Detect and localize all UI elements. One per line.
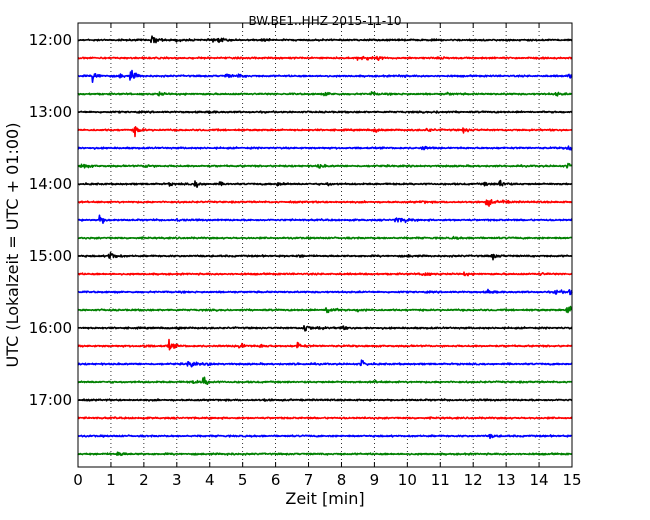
x-tick-label: 5 [238,471,248,489]
trace-1245 [77,91,573,97]
x-tick-label: 8 [337,471,347,489]
x-tick-label: 15 [562,471,581,489]
trace-1300 [77,110,573,115]
trace-1215 [77,55,573,62]
y-axis: 12:00 13:00 14:00 15:00 16:00 17:00 [29,31,83,409]
trace-1400 [77,179,573,188]
trace-1615 [77,338,573,351]
x-tick-label: 10 [398,471,417,489]
y-tick-label: 17:00 [29,391,72,409]
x-tick-label: 3 [172,471,182,489]
x-axis: 0 1 2 3 4 5 6 7 8 9 10 11 12 13 14 15 [73,23,582,489]
trace-1600 [77,324,573,332]
x-tick-label: 9 [370,471,380,489]
chart-title: BW.BE1..HHZ 2015-11-10 [248,14,401,28]
x-tick-label: 12 [464,471,483,489]
trace-1415 [77,199,573,207]
y-tick-label: 16:00 [29,319,72,337]
trace-1515 [77,271,573,277]
trace-1530 [77,288,573,296]
x-tick-label: 14 [530,471,549,489]
plot-frame [77,22,573,468]
trace-1430 [77,214,573,224]
trace-1330 [77,145,573,151]
trace-1545 [77,305,573,314]
trace-1645 [77,376,573,386]
x-axis-label: Zeit [min] [285,489,364,508]
trace-1700 [77,398,573,403]
trace-1445 [77,235,573,240]
trace-1230 [77,69,573,83]
y-tick-label: 13:00 [29,103,72,121]
x-tick-label: 13 [497,471,516,489]
x-tick-label: 1 [106,471,116,489]
y-tick-label: 12:00 [29,31,72,49]
y-tick-label: 14:00 [29,175,72,193]
x-tick-label: 0 [73,471,83,489]
trace-1630 [77,359,573,368]
x-tick-label: 11 [431,471,450,489]
trace-1200 [77,35,573,44]
x-tick-label: 2 [139,471,149,489]
trace-1345 [77,162,573,169]
x-tick-label: 6 [271,471,281,489]
traces [77,35,573,457]
y-axis-label: UTC (Lokalzeit = UTC + 01:00) [3,123,22,368]
trace-1745 [77,451,573,457]
trace-1715 [77,416,573,420]
trace-1500 [77,252,573,261]
trace-1315 [77,126,573,138]
y-tick-label: 15:00 [29,247,72,265]
trace-1730 [77,433,573,440]
x-tick-label: 4 [205,471,215,489]
x-tick-label: 7 [304,471,314,489]
